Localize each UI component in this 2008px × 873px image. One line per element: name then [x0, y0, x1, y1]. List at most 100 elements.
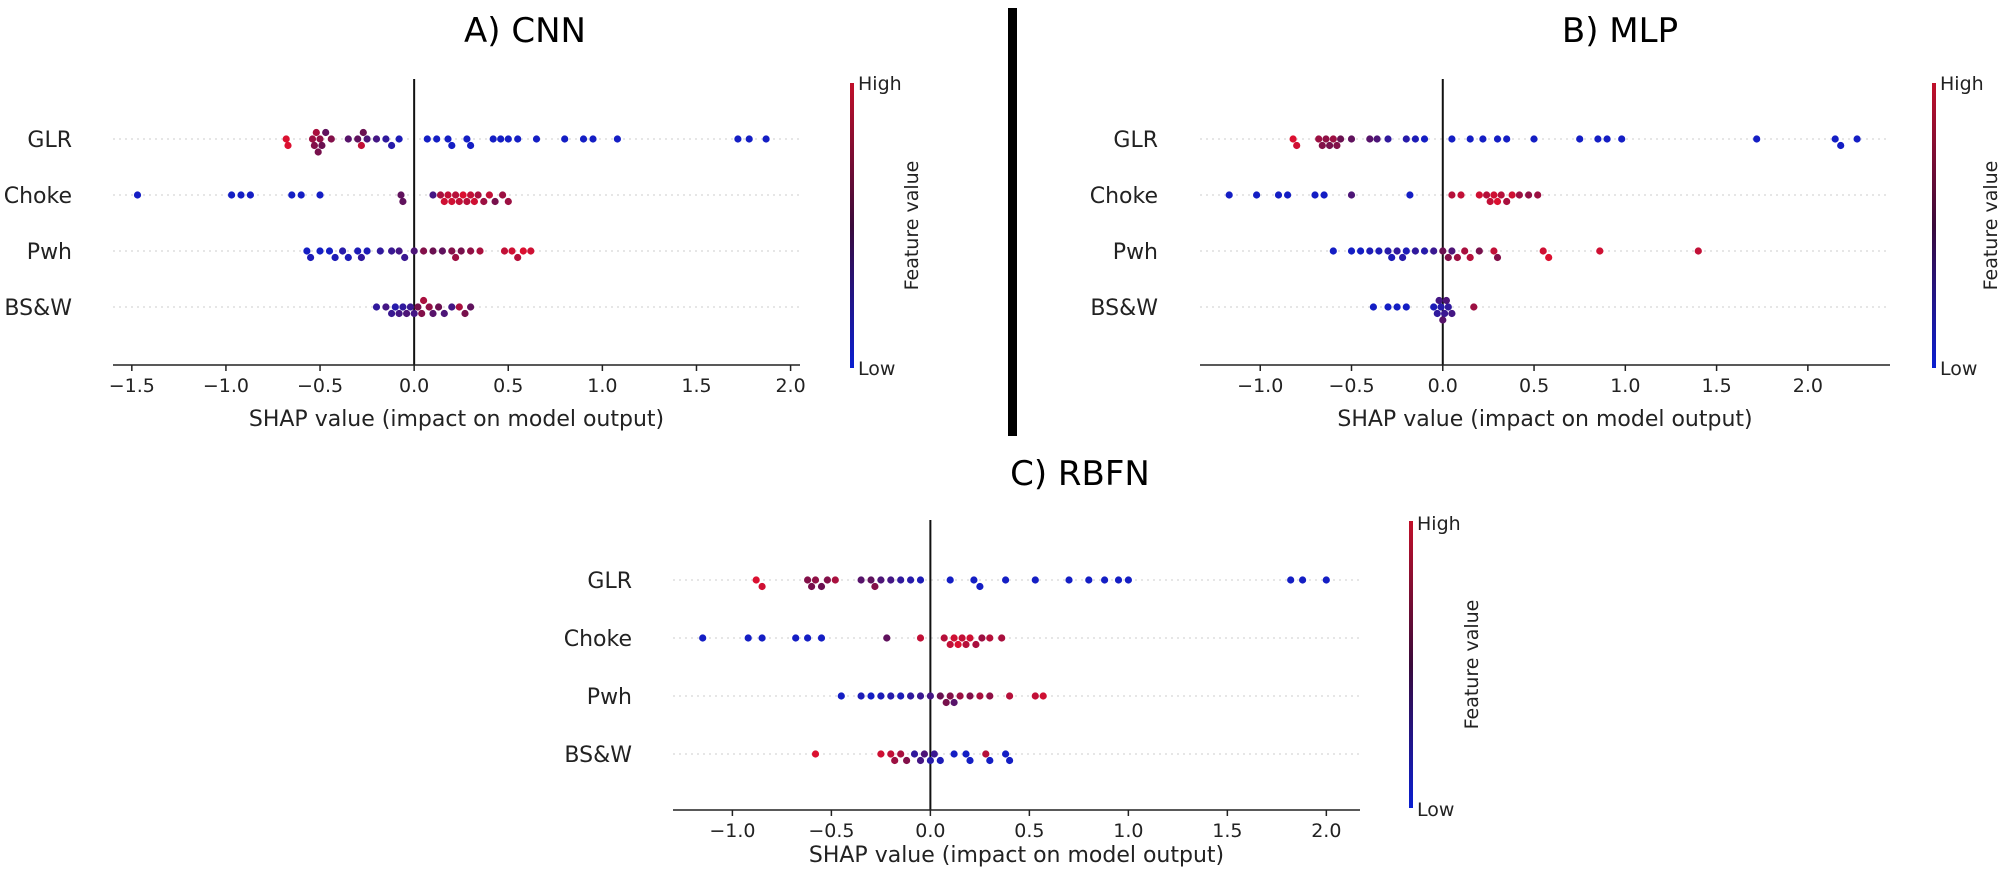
- rbfn-shap-point: [897, 576, 905, 584]
- mlp-shap-point: [1448, 309, 1456, 318]
- cnn-shap-point: [613, 135, 622, 143]
- cnn-shap-point: [514, 253, 522, 262]
- rbfn-shap-point: [1006, 692, 1014, 700]
- rbfn-shap-point: [887, 576, 895, 584]
- mlp-shap-point: [1461, 247, 1469, 255]
- mlp-colorbar-label: Feature value: [1980, 161, 2002, 291]
- mlp-shap-point: [1320, 191, 1328, 199]
- cnn-shap-point: [388, 141, 396, 150]
- rbfn-shap-point: [867, 576, 875, 584]
- rbfn-x-tick-label: −0.5: [808, 820, 854, 842]
- rbfn-colorbar-low: Low: [1417, 799, 1454, 821]
- rbfn-shap-point: [910, 750, 919, 758]
- mlp-shap-point: [1530, 135, 1538, 143]
- rbfn-shap-point: [970, 576, 978, 584]
- rbfn-shap-point: [936, 756, 944, 765]
- rbfn-shap-point: [1114, 576, 1123, 584]
- cnn-shap-point: [376, 247, 384, 255]
- cnn-shap-point: [438, 247, 446, 255]
- mlp-shap-point: [1453, 253, 1461, 262]
- cnn-feature-label: BS&W: [4, 296, 72, 321]
- cnn-shap-point: [474, 191, 482, 199]
- mlp-shap-point: [1366, 247, 1374, 255]
- mlp-shap-point: [1322, 135, 1330, 143]
- cnn-shap-point: [237, 191, 245, 199]
- rbfn-shap-point: [940, 634, 948, 642]
- rbfn-shap-point: [883, 634, 891, 642]
- cnn-shap-point: [316, 191, 324, 199]
- mlp-shap-point: [1318, 141, 1326, 150]
- mlp-shap-point: [1253, 191, 1261, 199]
- mlp-shap-point: [1444, 303, 1452, 311]
- mlp-shap-point: [1479, 135, 1487, 143]
- mlp-shap-point: [1466, 253, 1474, 262]
- cnn-shap-point: [429, 191, 437, 199]
- mlp-shap-point: [1284, 191, 1292, 199]
- cnn-shap-point: [339, 247, 347, 255]
- mlp-shap-point: [1402, 247, 1410, 255]
- rbfn-shap-point: [986, 692, 994, 700]
- cnn-shap-point: [532, 135, 541, 143]
- mlp-shap-point: [1347, 135, 1356, 143]
- cnn-shap-point: [357, 141, 365, 150]
- rbfn-shap-point: [986, 634, 994, 642]
- cnn-shap-point: [399, 197, 407, 206]
- cnn-shap-point: [452, 253, 460, 262]
- rbfn-shap-point: [907, 692, 915, 700]
- cnn-shap-point: [457, 247, 465, 255]
- cnn-shap-point: [489, 135, 497, 143]
- cnn-shap-point: [397, 191, 405, 199]
- rbfn-shap-point: [1039, 692, 1047, 700]
- mlp-shap-point: [1493, 135, 1502, 143]
- rbfn-shap-point: [916, 756, 925, 765]
- rbfn-shap-point: [930, 750, 938, 758]
- cnn-shap-point: [401, 253, 409, 262]
- mlp-shap-point: [1503, 197, 1511, 206]
- mlp-shap-point: [1475, 247, 1483, 255]
- rbfn-shap-point: [950, 698, 958, 707]
- rbfn-shap-point: [699, 634, 707, 642]
- mlp-shap-point: [1594, 135, 1602, 143]
- rbfn-shap-point: [1031, 576, 1039, 584]
- mlp-shap-point: [1388, 253, 1396, 262]
- cnn-shap-point: [246, 191, 254, 199]
- cnn-x-tick-label: −1.5: [109, 375, 155, 397]
- rbfn-shap-point: [867, 692, 875, 700]
- rbfn-shap-point: [1124, 576, 1132, 584]
- cnn-shap-point: [312, 128, 320, 137]
- mlp-colorbar-low: Low: [1940, 358, 1977, 380]
- rbfn-shap-point: [916, 576, 925, 584]
- cnn-shap-point: [310, 141, 318, 150]
- mlp-shap-point: [1439, 316, 1447, 324]
- cnn-shap-point: [455, 303, 463, 311]
- mlp-colorbar: [1932, 83, 1936, 368]
- rbfn-shap-point: [831, 576, 839, 584]
- cnn-shap-point: [455, 197, 463, 206]
- mlp-feature-label: Choke: [1090, 184, 1158, 209]
- cnn-shap-point: [745, 135, 753, 143]
- mlp-shap-point: [1490, 191, 1498, 199]
- mlp-shap-point: [1442, 296, 1450, 305]
- cnn-shap-point: [325, 247, 334, 255]
- cnn-shap-point: [429, 309, 437, 318]
- cnn-shap-point: [363, 247, 371, 255]
- mlp-shap-point: [1274, 191, 1283, 199]
- cnn-shap-point: [344, 253, 352, 262]
- mlp-shap-point: [1347, 247, 1356, 255]
- rbfn-shap-point: [966, 756, 974, 765]
- rbfn-shap-point: [804, 576, 812, 584]
- mlp-shap-point: [1837, 141, 1845, 150]
- mlp-shap-point: [1475, 191, 1483, 199]
- rbfn-shap-point: [966, 692, 974, 700]
- mlp-shap-point: [1402, 303, 1410, 311]
- rbfn-shap-point: [887, 692, 895, 700]
- mlp-x-tick-label: −1.0: [1237, 375, 1283, 397]
- cnn-x-tick-label: 2.0: [775, 375, 805, 397]
- cnn-shap-point: [467, 303, 475, 311]
- cnn-colorbar-low: Low: [858, 358, 895, 380]
- mlp-shap-point: [1831, 135, 1839, 143]
- rbfn-shap-point: [916, 692, 925, 700]
- cnn-shap-point: [429, 247, 437, 255]
- rbfn-shap-point: [823, 576, 832, 584]
